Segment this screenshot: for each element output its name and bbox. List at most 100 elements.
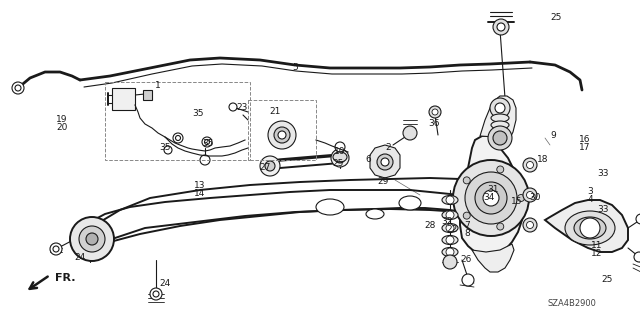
Circle shape bbox=[493, 131, 507, 145]
Circle shape bbox=[381, 158, 389, 166]
Text: 29: 29 bbox=[378, 177, 388, 187]
Text: 16: 16 bbox=[579, 136, 591, 145]
Text: 9: 9 bbox=[550, 131, 556, 140]
Text: 31: 31 bbox=[487, 186, 499, 195]
Circle shape bbox=[523, 158, 537, 172]
Circle shape bbox=[265, 161, 275, 171]
Ellipse shape bbox=[316, 199, 344, 215]
Circle shape bbox=[527, 161, 534, 168]
Circle shape bbox=[446, 196, 454, 204]
Circle shape bbox=[453, 160, 529, 236]
Text: 22: 22 bbox=[446, 226, 458, 234]
Text: 25: 25 bbox=[550, 13, 562, 23]
Circle shape bbox=[12, 82, 24, 94]
Circle shape bbox=[463, 177, 470, 184]
Circle shape bbox=[488, 126, 512, 150]
Circle shape bbox=[495, 103, 505, 113]
Circle shape bbox=[229, 103, 237, 111]
Text: 7: 7 bbox=[464, 220, 470, 229]
Text: 26: 26 bbox=[460, 255, 472, 263]
Text: 27: 27 bbox=[259, 164, 271, 173]
Circle shape bbox=[150, 288, 162, 300]
Circle shape bbox=[278, 131, 286, 139]
Circle shape bbox=[50, 243, 62, 255]
Circle shape bbox=[202, 137, 212, 147]
Ellipse shape bbox=[491, 121, 509, 129]
Circle shape bbox=[260, 156, 280, 176]
Circle shape bbox=[580, 218, 600, 238]
Bar bbox=[105, 82, 250, 160]
Text: 33: 33 bbox=[597, 205, 609, 214]
Text: 11: 11 bbox=[591, 241, 603, 249]
Text: 18: 18 bbox=[537, 155, 548, 165]
Text: 28: 28 bbox=[424, 220, 436, 229]
Polygon shape bbox=[472, 244, 514, 272]
Text: 14: 14 bbox=[195, 189, 205, 197]
Text: 6: 6 bbox=[365, 155, 371, 165]
Text: FR.: FR. bbox=[55, 273, 76, 283]
Circle shape bbox=[164, 146, 172, 154]
Text: 4: 4 bbox=[587, 196, 593, 204]
Ellipse shape bbox=[565, 211, 615, 245]
Bar bbox=[248, 100, 316, 160]
Text: 25: 25 bbox=[602, 276, 612, 285]
Circle shape bbox=[475, 182, 507, 214]
Circle shape bbox=[274, 127, 290, 143]
Circle shape bbox=[523, 188, 537, 202]
Polygon shape bbox=[480, 96, 516, 138]
Circle shape bbox=[446, 248, 454, 256]
Circle shape bbox=[465, 172, 517, 224]
Circle shape bbox=[446, 224, 454, 232]
Circle shape bbox=[483, 190, 499, 206]
Ellipse shape bbox=[574, 217, 606, 239]
Text: 35: 35 bbox=[159, 144, 171, 152]
Text: 20: 20 bbox=[56, 123, 68, 132]
Circle shape bbox=[497, 166, 504, 173]
Text: 1: 1 bbox=[155, 80, 161, 90]
Ellipse shape bbox=[442, 196, 458, 204]
Text: 24: 24 bbox=[159, 279, 171, 288]
Text: 21: 21 bbox=[269, 108, 281, 116]
Circle shape bbox=[527, 221, 534, 228]
Circle shape bbox=[497, 23, 505, 31]
Circle shape bbox=[331, 149, 349, 167]
Text: 13: 13 bbox=[195, 181, 205, 189]
Text: SZA4B2900: SZA4B2900 bbox=[548, 300, 596, 308]
Circle shape bbox=[446, 236, 454, 244]
Circle shape bbox=[518, 195, 525, 202]
Text: 32: 32 bbox=[442, 218, 452, 226]
Circle shape bbox=[86, 233, 98, 245]
Text: 30: 30 bbox=[529, 194, 541, 203]
Circle shape bbox=[527, 191, 534, 198]
Circle shape bbox=[15, 85, 21, 91]
Circle shape bbox=[497, 223, 504, 230]
Circle shape bbox=[377, 154, 393, 170]
Ellipse shape bbox=[442, 224, 458, 233]
Circle shape bbox=[200, 155, 210, 165]
Ellipse shape bbox=[399, 196, 421, 210]
Circle shape bbox=[335, 153, 345, 163]
Ellipse shape bbox=[442, 248, 458, 256]
Text: 34: 34 bbox=[483, 194, 495, 203]
Text: 15: 15 bbox=[511, 197, 523, 206]
Ellipse shape bbox=[366, 209, 384, 219]
Text: 33: 33 bbox=[597, 168, 609, 177]
Text: 2: 2 bbox=[385, 144, 391, 152]
Text: 36: 36 bbox=[428, 118, 440, 128]
Circle shape bbox=[268, 121, 296, 149]
Circle shape bbox=[432, 109, 438, 115]
Circle shape bbox=[493, 19, 509, 35]
Text: 8: 8 bbox=[464, 228, 470, 238]
Circle shape bbox=[79, 226, 105, 252]
Circle shape bbox=[173, 133, 183, 143]
Ellipse shape bbox=[442, 211, 458, 219]
Text: 12: 12 bbox=[591, 249, 603, 257]
Text: 19: 19 bbox=[56, 115, 68, 124]
Circle shape bbox=[175, 136, 180, 140]
Circle shape bbox=[463, 212, 470, 219]
Polygon shape bbox=[370, 145, 400, 178]
Text: 24: 24 bbox=[74, 253, 86, 262]
Circle shape bbox=[523, 218, 537, 232]
Circle shape bbox=[490, 98, 510, 118]
Circle shape bbox=[70, 217, 114, 261]
